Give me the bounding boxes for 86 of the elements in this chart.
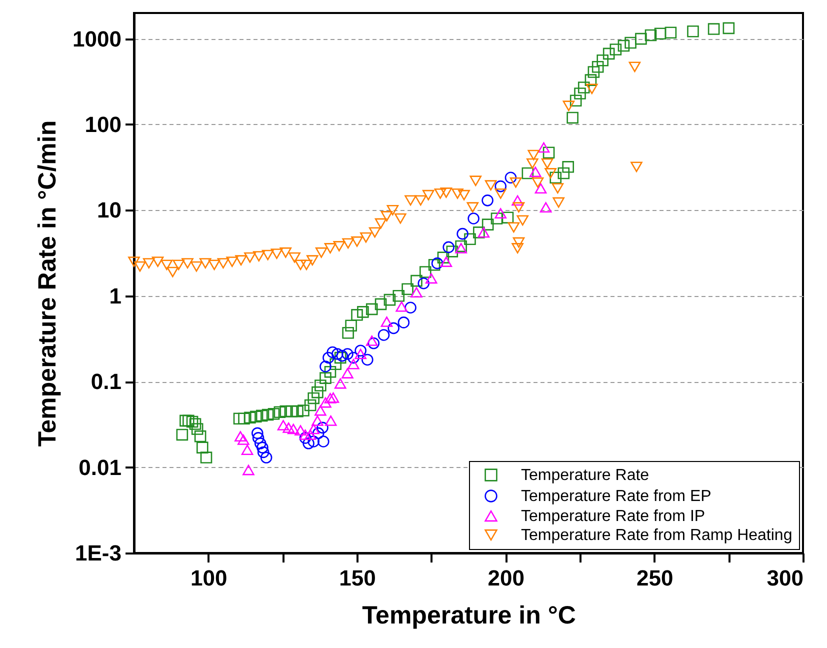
x-tick-label: 200 [488, 566, 525, 590]
point [455, 243, 467, 254]
point [326, 346, 339, 358]
point [478, 227, 490, 238]
point [354, 348, 366, 360]
y-tick-label: 1 [109, 283, 122, 308]
point [366, 336, 378, 346]
point [252, 427, 264, 440]
point [327, 392, 340, 403]
point [534, 183, 547, 194]
point [294, 425, 306, 436]
y-tick-label: 100 [84, 112, 122, 137]
legend-label: Temperature Rate from EP [521, 488, 712, 505]
y-tick-label: 0.1 [90, 369, 122, 394]
point [304, 430, 316, 440]
point [334, 378, 346, 389]
point [312, 415, 324, 426]
point [410, 287, 422, 298]
point [282, 422, 295, 433]
point [308, 424, 320, 434]
point [252, 432, 264, 444]
point [241, 444, 254, 455]
y-tick-label: 1E-3 [75, 540, 122, 566]
point [242, 464, 254, 476]
x-tick-label: 250 [636, 566, 674, 590]
y-tick-label: 10 [97, 198, 122, 223]
point [354, 344, 366, 356]
point [238, 434, 250, 445]
point [494, 208, 507, 218]
point [320, 360, 332, 372]
point [530, 166, 542, 178]
point [482, 194, 494, 206]
point [342, 368, 354, 378]
legend-label: Temperature Rate [521, 467, 650, 484]
y-axis-title: Temperature Rate in °C/min [34, 120, 62, 447]
x-tick-label: 300 [766, 566, 804, 590]
point [398, 316, 410, 328]
point [380, 316, 393, 327]
point [431, 257, 444, 270]
point [404, 302, 416, 314]
point [342, 348, 354, 360]
y-tick-label: 0.01 [78, 454, 122, 480]
point [302, 438, 314, 450]
x-tick-label: 100 [190, 566, 228, 590]
x-tick-label: 150 [339, 566, 376, 590]
point [320, 397, 332, 408]
point [442, 241, 454, 254]
point [287, 424, 300, 434]
point [456, 228, 468, 240]
point [234, 431, 246, 442]
y-tick-label: 1000 [72, 26, 122, 52]
point [425, 273, 438, 284]
point [314, 405, 326, 416]
point [362, 354, 374, 366]
point [308, 436, 320, 448]
point [254, 438, 266, 450]
point [277, 420, 290, 430]
point [260, 452, 272, 464]
point [388, 322, 400, 334]
point [396, 301, 408, 312]
point [299, 432, 312, 444]
point [504, 172, 517, 184]
point [318, 436, 330, 448]
point [378, 329, 390, 341]
point [322, 352, 334, 364]
point [331, 348, 344, 360]
point [494, 180, 507, 192]
point [418, 277, 430, 290]
point [440, 256, 452, 267]
point [538, 142, 550, 153]
point [368, 337, 380, 350]
point [512, 195, 524, 206]
point [316, 422, 328, 434]
point [324, 393, 336, 404]
point [257, 446, 270, 458]
point [540, 202, 552, 213]
point [348, 358, 360, 370]
x-axis-title: Temperature in °C [362, 602, 576, 630]
legend-label: Temperature Rate from IP [521, 508, 706, 525]
point [256, 442, 268, 454]
point [312, 427, 324, 440]
point [348, 352, 360, 364]
legend-label: Temperature Rate from Ramp Heating [521, 527, 792, 544]
point [299, 430, 312, 440]
point [324, 415, 337, 426]
point [468, 212, 480, 224]
